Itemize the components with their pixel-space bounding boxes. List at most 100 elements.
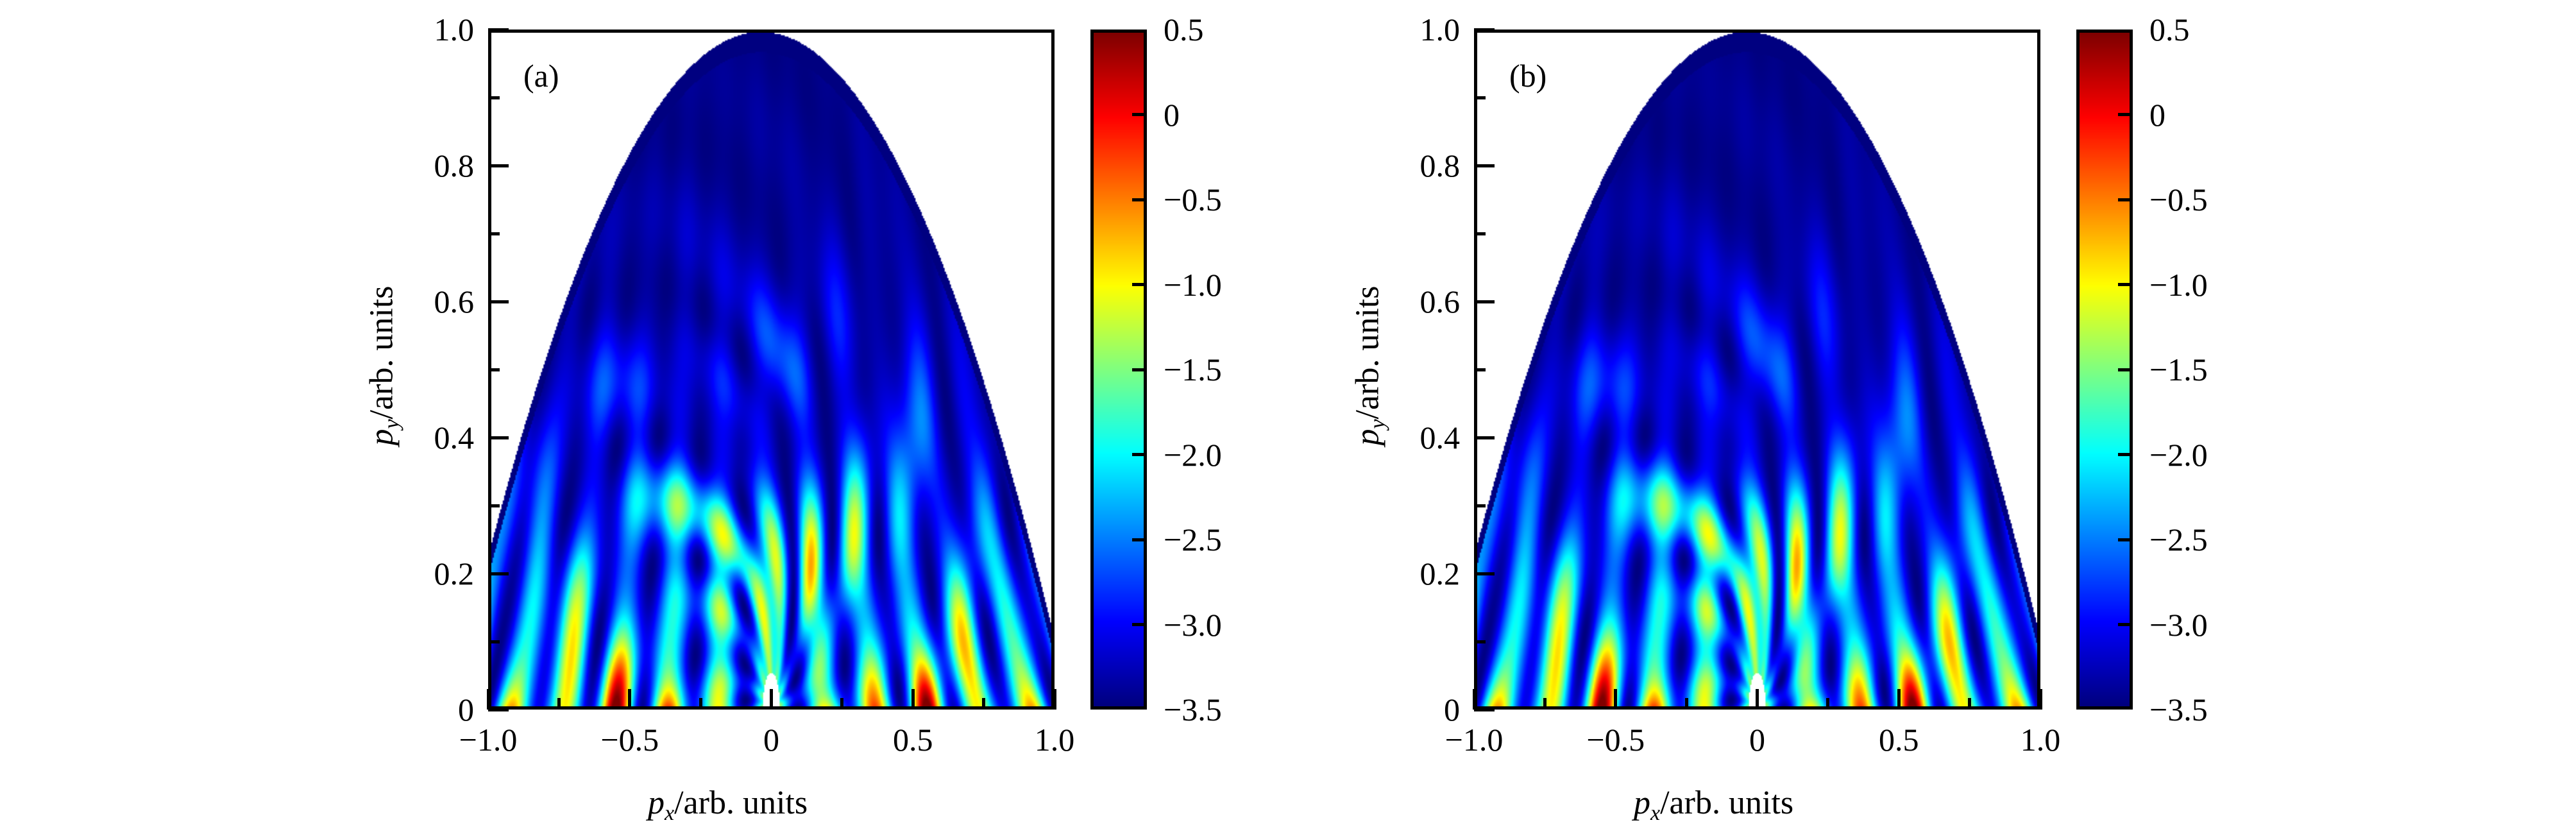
y-tick-label: 0.8	[434, 148, 475, 183]
colorbar-tick-label: 0.5	[2149, 12, 2190, 47]
y-tick-label: 0.2	[434, 556, 475, 591]
colorbar-tick	[2118, 283, 2130, 286]
x-tick	[628, 689, 632, 710]
colorbar-tick	[2118, 113, 2130, 116]
panel-label: (b)	[1509, 58, 1547, 94]
x-tick	[2038, 689, 2042, 710]
y-tick-label: 0.4	[1419, 420, 1461, 455]
x-tick	[486, 689, 490, 710]
panel-label: (a)	[523, 58, 559, 94]
colorbar-tick-label: −2.0	[1164, 436, 1222, 473]
x-tick-label: −1.0	[1445, 722, 1504, 758]
x-tick	[557, 698, 561, 710]
y-tick	[488, 300, 509, 303]
x-axis-units: /arb. units	[674, 785, 808, 821]
y-tick	[488, 368, 500, 371]
y-tick	[488, 504, 500, 507]
colorbar-tick-label: 0	[2149, 96, 2165, 133]
y-tick	[1474, 232, 1486, 235]
x-tick-label: 1.0	[1034, 722, 1075, 758]
y-tick-label: 0	[458, 692, 474, 728]
colorbar-tick-label: 0.5	[1164, 12, 1204, 47]
y-tick-label: 0.6	[1419, 284, 1461, 319]
x-tick	[699, 698, 702, 710]
colorbar-tick-label: −2.0	[2149, 436, 2208, 473]
x-tick-label: 0.5	[893, 722, 933, 758]
x-tick-label: 0	[1749, 722, 1765, 758]
y-tick-label: 0.2	[1419, 556, 1461, 591]
colorbar-tick	[1132, 623, 1144, 626]
colorbar-tick	[2118, 453, 2130, 456]
y-tick	[1474, 640, 1486, 643]
x-tick	[1472, 689, 1476, 710]
y-tick	[488, 436, 509, 439]
colorbar-tick	[1132, 113, 1144, 116]
x-axis-var: p	[1634, 785, 1650, 821]
colorbar-tick-label: −1.5	[2149, 352, 2208, 387]
y-tick	[488, 164, 509, 167]
colorbar-tick-label: −2.5	[2149, 522, 2208, 557]
x-axis-var: p	[648, 785, 665, 821]
x-tick	[770, 689, 773, 710]
y-axis-sub: y	[1366, 419, 1390, 429]
colorbar-tick	[1132, 453, 1144, 456]
colorbar-tick-label: −3.0	[1164, 606, 1222, 643]
y-axis-units: /arb. units	[1349, 285, 1386, 420]
x-tick-label: 0	[763, 722, 779, 758]
y-axis-label: py/arb. units	[1349, 285, 1391, 445]
colorbar-tick-label: −1.0	[2149, 266, 2208, 303]
x-tick	[911, 689, 915, 710]
y-tick	[1474, 572, 1495, 575]
panel-b: (b) px/arb. units py/arb. units −1.0 −0.5…	[986, 0, 2274, 834]
x-tick-label: −0.5	[1586, 722, 1645, 758]
colorbar-tick	[1132, 198, 1144, 201]
colorbar-tick-label: −3.5	[1164, 692, 1222, 728]
colorbar-tick-label: −2.5	[1164, 522, 1222, 557]
y-tick	[1474, 504, 1486, 507]
colorbar-tick-label: −0.5	[2149, 182, 2208, 217]
x-tick	[1543, 698, 1546, 710]
colorbar-tick	[2118, 368, 2130, 371]
colorbar-tick	[2118, 198, 2130, 201]
y-tick-label: 0.8	[1419, 148, 1461, 183]
heatmap-axes: (b)	[1474, 30, 2040, 710]
y-tick	[488, 28, 509, 31]
y-tick	[488, 96, 500, 99]
x-tick	[1053, 689, 1056, 710]
x-tick-label: −1.0	[459, 722, 518, 758]
x-tick	[1826, 698, 1830, 710]
x-tick-label: 0.5	[1879, 722, 1919, 758]
colorbar-tick-label: −1.0	[1164, 266, 1222, 303]
y-tick	[1474, 28, 1495, 31]
y-tick-label: 0.4	[434, 420, 475, 455]
x-tick	[982, 698, 986, 710]
colorbar-tick-label: 0	[1164, 96, 1180, 133]
y-axis-var: p	[1349, 429, 1386, 446]
heatmap-image	[1477, 33, 2037, 706]
y-tick	[1474, 96, 1486, 99]
panel-a: (a) px/arb. units p y/arb. units −1.0 −0.5…	[364, 12, 1222, 826]
x-axis-sub: x	[1650, 801, 1661, 825]
x-tick-label: −0.5	[600, 722, 659, 758]
y-tick	[1474, 436, 1495, 439]
colorbar-tick	[1132, 368, 1144, 371]
colorbar-tick-label: −0.5	[1164, 182, 1222, 217]
x-axis-units: /arb. units	[1660, 785, 1794, 821]
y-tick-label: 0.6	[434, 284, 475, 319]
y-tick	[1474, 300, 1495, 303]
x-tick	[1684, 698, 1688, 710]
y-tick	[488, 708, 509, 711]
y-tick	[488, 640, 500, 643]
y-tick	[1474, 708, 1495, 711]
x-tick	[1968, 698, 1972, 710]
x-tick	[840, 698, 844, 710]
colorbar-tick-label: −1.5	[1164, 352, 1222, 387]
x-axis-label: px/arb. units	[648, 784, 808, 826]
colorbar-tick	[1132, 538, 1144, 541]
x-tick-label: 1.0	[2020, 722, 2061, 758]
colorbar-tick	[2118, 538, 2130, 541]
y-tick	[488, 232, 500, 235]
y-tick-label: 1.0	[434, 12, 475, 47]
y-axis-sub: y	[380, 419, 404, 429]
